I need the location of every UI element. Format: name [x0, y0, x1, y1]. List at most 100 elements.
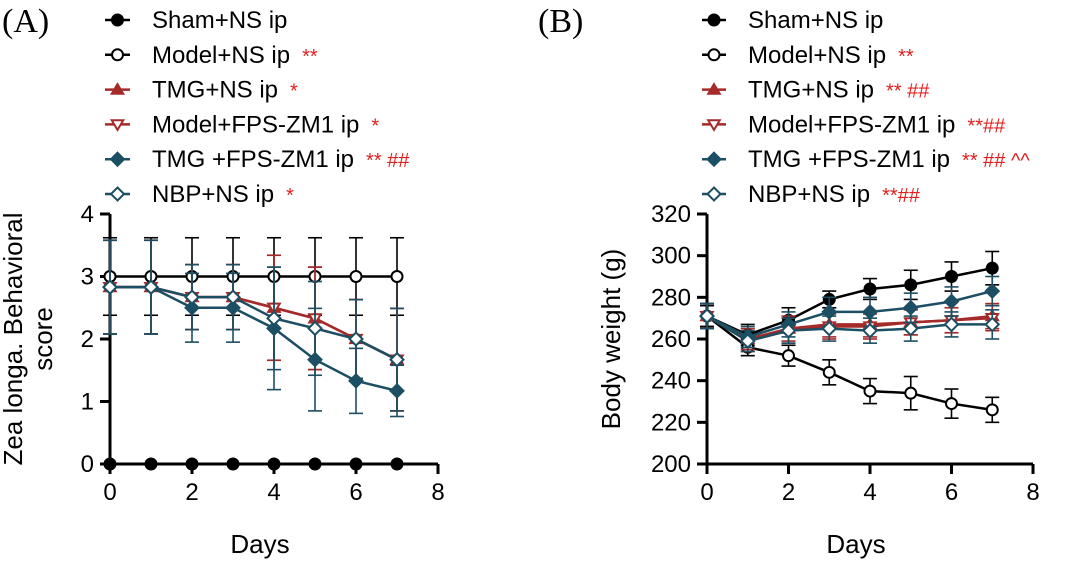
series [102, 239, 405, 412]
data-point [267, 457, 281, 471]
legend-label: TMG+NS ip [152, 77, 278, 104]
data-point [943, 316, 960, 333]
data-point [984, 283, 1001, 299]
legend-marker [109, 119, 126, 132]
data-point [782, 349, 795, 363]
legend-significance: ** ## [366, 150, 410, 172]
data-point [780, 322, 797, 339]
data-point [943, 293, 960, 310]
legend-significance: ** ## ^^ [962, 150, 1030, 172]
legend-label: TMG +FPS-ZM1 ip [152, 146, 354, 173]
data-point [103, 457, 117, 471]
x-tick-label: 4 [267, 479, 280, 506]
legend-label: Sham+NS ip [748, 7, 883, 34]
y-tick-label: 240 [651, 368, 691, 395]
y-tick-label: 3 [81, 264, 94, 291]
legend-item: TMG+NS ip * [105, 77, 298, 104]
panel-label: (B) [538, 3, 583, 40]
data-point [184, 289, 200, 306]
data-point [863, 282, 877, 296]
legend-item: NBP+NS ip * [105, 181, 294, 208]
y-tick-label: 320 [651, 201, 691, 228]
series-line [110, 285, 398, 361]
legend-item: Model+NS ip ** [105, 42, 318, 69]
y-axis-title: Body weight (g) [596, 249, 626, 430]
x-tick-label: 4 [863, 479, 876, 506]
legend-item: TMG +FPS-ZM1 ip ** ## ^^ [702, 146, 1030, 173]
x-axis-title: Days [230, 529, 289, 559]
data-point [862, 322, 878, 339]
legend-label: Model+FPS-ZM1 ip [748, 111, 955, 138]
x-tick-label: 0 [700, 479, 713, 506]
data-point [945, 270, 958, 283]
legend-marker [111, 48, 124, 62]
legend-label: NBP+NS ip [748, 181, 870, 208]
y-tick-label: 4 [81, 201, 94, 228]
legend-item: TMG+NS ip ** ## [702, 77, 930, 104]
legend-item: TMG +FPS-ZM1 ip ** ## [105, 146, 410, 173]
data-point [389, 351, 405, 368]
legend-label: Model+NS ip [748, 42, 886, 69]
data-point [945, 397, 958, 411]
legend-significance: ** ## [886, 81, 930, 103]
legend-marker [706, 82, 722, 95]
data-point [904, 278, 918, 292]
data-point [985, 261, 999, 275]
legend-marker [706, 151, 722, 168]
data-point [390, 457, 404, 471]
legend-marker [109, 82, 126, 95]
legend-item: Model+NS ip ** [702, 42, 914, 69]
legend-item: Sham+NS ip [105, 7, 287, 34]
data-point [308, 457, 322, 471]
legend-marker [707, 13, 721, 27]
series [103, 457, 404, 471]
x-tick-label: 6 [349, 479, 362, 506]
legend-marker [109, 151, 126, 168]
legend-marker [109, 186, 126, 202]
x-tick-label: 6 [945, 479, 958, 506]
data-point [348, 331, 364, 347]
y-tick-label: 1 [81, 389, 94, 416]
legend-significance: * [371, 115, 379, 137]
y-tick-label: 2 [81, 326, 94, 353]
legend-label: TMG +FPS-ZM1 ip [748, 146, 950, 173]
data-point [349, 457, 363, 471]
data-point [822, 365, 836, 379]
legend-marker [706, 186, 722, 202]
data-point [985, 403, 999, 417]
panel-label: (A) [2, 3, 49, 40]
data-point [739, 333, 756, 349]
x-axis-title: Days [826, 529, 885, 559]
legend-label: NBP+NS ip [152, 181, 274, 208]
y-tick-label: 280 [651, 284, 691, 311]
data-point [307, 320, 323, 337]
x-tick-label: 0 [103, 479, 116, 506]
x-tick-label: 8 [431, 479, 444, 506]
y-tick-label: 0 [81, 451, 94, 478]
legend-marker [706, 119, 722, 132]
data-point [102, 279, 118, 296]
y-tick-label: 260 [651, 326, 691, 353]
data-point [225, 289, 241, 306]
y-tick-label: 220 [651, 409, 691, 436]
series [699, 275, 1001, 349]
legend-label: Sham+NS ip [152, 7, 287, 34]
data-point [185, 457, 199, 471]
legend-significance: **## [882, 185, 921, 207]
legend-label: TMG+NS ip [748, 77, 874, 104]
data-point [863, 384, 877, 398]
legend-marker [707, 48, 721, 62]
legend-item: NBP+NS ip **## [702, 181, 921, 208]
data-point [143, 279, 159, 296]
x-tick-label: 8 [1026, 479, 1039, 506]
data-point [902, 299, 919, 316]
y-tick-label: 200 [651, 451, 691, 478]
data-point [144, 457, 158, 471]
data-point [984, 316, 1001, 333]
legend-significance: **## [967, 115, 1006, 137]
data-point [902, 320, 919, 337]
panel-b: (B) Sham+NS ip Model+NS ip ** TMG+NS ip ** ##… [538, 3, 1040, 559]
legend-significance: * [290, 81, 298, 103]
legend-label: Model+NS ip [152, 42, 290, 69]
